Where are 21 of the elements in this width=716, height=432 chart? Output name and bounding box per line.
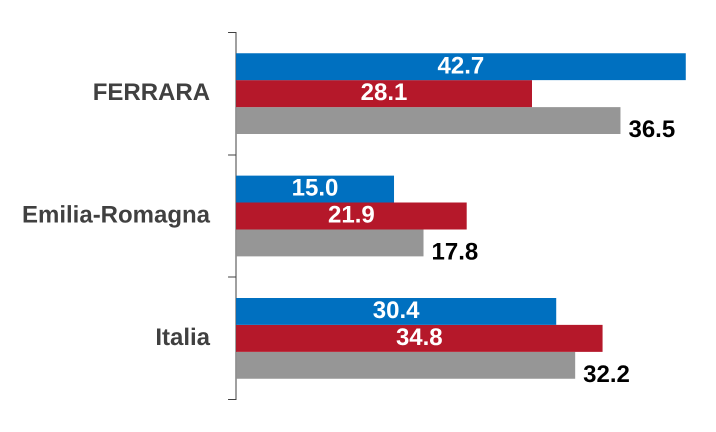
data-label: 28.1 <box>360 79 408 106</box>
bar <box>236 298 556 325</box>
bar <box>236 53 686 80</box>
data-label: 21.9 <box>328 202 375 229</box>
bar <box>236 80 532 108</box>
data-label: 36.5 <box>628 116 676 144</box>
data-label: 34.8 <box>396 324 443 352</box>
y-tick-label: Emilia-Romagna <box>22 202 211 229</box>
bar <box>236 202 467 230</box>
bar <box>236 352 576 379</box>
data-label: 17.8 <box>432 238 478 266</box>
y-tick-label: FERRARA <box>92 79 210 106</box>
data-label: 42.7 <box>438 52 484 80</box>
bar <box>236 176 394 203</box>
data-label: 30.4 <box>372 297 420 324</box>
y-tick-label: Italia <box>155 324 211 352</box>
bar <box>236 324 603 352</box>
bar <box>236 107 620 134</box>
data-label: 15.0 <box>292 174 338 202</box>
data-label: 32.2 <box>583 360 630 388</box>
bar <box>236 229 424 256</box>
